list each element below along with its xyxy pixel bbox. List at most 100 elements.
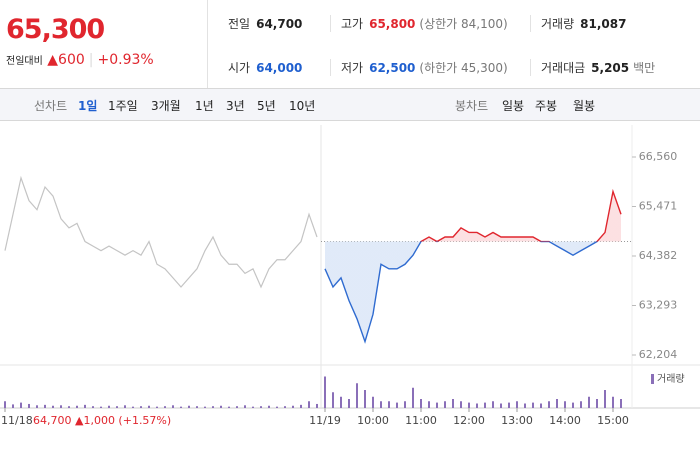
summary-table: 전일 64,700 고가 65,800 (상한가 84,100) 거래량 81,087 시가 6…	[208, 0, 700, 88]
candle-tab[interactable]: 주봉	[535, 99, 558, 113]
summary-cell: 저가 62,500 (하한가 45,300)	[330, 59, 508, 76]
volume-bar	[316, 403, 318, 408]
volume-bar	[212, 406, 214, 408]
price-area	[325, 191, 621, 342]
volume-bar	[132, 406, 134, 408]
volume-bar	[228, 406, 230, 408]
volume-bar	[468, 402, 470, 408]
tab-group-label: 봉차트	[455, 99, 489, 113]
change-amount: ▲600	[47, 52, 85, 68]
period-tab[interactable]: 1주일	[108, 99, 138, 113]
volume-bar	[556, 399, 558, 408]
summary-value: 5,205	[591, 61, 630, 75]
volume-bar	[92, 406, 94, 408]
volume-bar	[332, 392, 334, 408]
volume-bar	[604, 390, 606, 408]
prev-day-annotation: 64,700 ▲1,000 (+1.57%)	[33, 414, 171, 427]
summary-label: 거래량	[541, 17, 575, 31]
x-tick-label: 10:00	[357, 414, 389, 427]
x-tick-label: 14:00	[549, 414, 581, 427]
summary-label: 고가	[341, 17, 364, 31]
volume-bar	[220, 405, 222, 408]
volume-bar	[60, 405, 62, 408]
volume-bar	[180, 406, 182, 408]
period-tab[interactable]: 5년	[257, 99, 276, 113]
volume-bar	[20, 402, 22, 408]
prev-day-line	[4, 175, 318, 289]
volume-bar	[436, 402, 438, 408]
current-price: 65,300	[6, 14, 105, 45]
volume-bar	[532, 402, 534, 408]
volume-bar	[388, 401, 390, 408]
summary-value: 64,700	[256, 17, 303, 31]
volume-bar	[12, 404, 14, 408]
volume-bar	[36, 405, 38, 408]
volume-bar	[484, 402, 486, 408]
volume-bar	[420, 399, 422, 408]
volume-bar	[28, 403, 30, 408]
volume-bar	[476, 403, 478, 408]
volume-bar	[308, 401, 310, 408]
volume-bar	[244, 405, 246, 408]
volume-bar	[372, 396, 374, 408]
volume-bar	[164, 406, 166, 408]
volume-bar	[524, 403, 526, 408]
change-percent: +0.93%	[97, 52, 154, 68]
volume-bar	[292, 405, 294, 408]
summary-label: 거래대금	[541, 61, 586, 75]
volume-bar	[540, 403, 542, 408]
candle-tab[interactable]: 일봉	[502, 99, 525, 113]
volume-bar	[116, 406, 118, 408]
period-tab[interactable]: 3년	[226, 99, 245, 113]
volume-bar	[204, 406, 206, 408]
period-tab[interactable]: 1년	[195, 99, 214, 113]
candle-tab[interactable]: 월봉	[573, 99, 596, 113]
volume-bar	[404, 401, 406, 408]
volume-bar	[396, 402, 398, 408]
volume-bar	[324, 376, 326, 408]
summary-value: 81,087	[580, 17, 627, 31]
summary-value: 65,800	[369, 17, 416, 31]
volume-bar	[44, 404, 46, 408]
volume-bar	[188, 405, 190, 408]
summary-label: 저가	[341, 61, 364, 75]
volume-bar	[108, 405, 110, 408]
summary-value: 64,000	[256, 61, 303, 75]
volume-bar	[500, 403, 502, 408]
volume-bar	[76, 405, 78, 408]
summary-note: (하한가 45,300)	[419, 61, 508, 75]
volume-bar	[284, 406, 286, 408]
volume-bar	[412, 387, 414, 408]
volume-bar	[548, 401, 550, 408]
summary-label: 시가	[228, 61, 251, 75]
period-tab[interactable]: 10년	[289, 99, 316, 113]
volume-bar	[140, 406, 142, 408]
volume-bar	[268, 405, 270, 408]
volume-bar	[340, 396, 342, 408]
volume-bar	[348, 399, 350, 408]
price-line	[324, 188, 622, 344]
period-tabs: 선차트 1일 1주일 3개월 1년 3년 5년 10년 봉차트 일봉 주봉 월봉	[0, 88, 700, 121]
x-tick-label: 13:00	[501, 414, 533, 427]
summary-value: 62,500	[369, 61, 416, 75]
period-tab[interactable]: 1일	[78, 99, 98, 113]
volume-bar	[100, 406, 102, 408]
summary-cell: 고가 65,800 (상한가 84,100)	[330, 15, 508, 32]
volume-bar	[84, 404, 86, 408]
legend-label: 거래량	[657, 373, 685, 385]
volume-bar	[508, 402, 510, 408]
summary-cell: 전일 64,700	[228, 15, 302, 32]
quote-panel: 65,300 전일대비 ▲600 | +0.93%	[0, 0, 208, 88]
period-tab[interactable]: 3개월	[151, 99, 181, 113]
volume-bar	[620, 399, 622, 408]
summary-cell: 거래대금 5,205 백만	[530, 59, 655, 76]
y-tick-label: 64,382	[639, 249, 678, 262]
volume-bar	[564, 401, 566, 408]
volume-bar	[172, 405, 174, 408]
volume-bar	[300, 404, 302, 408]
x-tick-label: 12:00	[453, 414, 485, 427]
summary-note: 백만	[633, 61, 656, 75]
y-tick-label: 65,471	[639, 200, 678, 213]
x-tick-label: 11/18	[1, 414, 33, 427]
